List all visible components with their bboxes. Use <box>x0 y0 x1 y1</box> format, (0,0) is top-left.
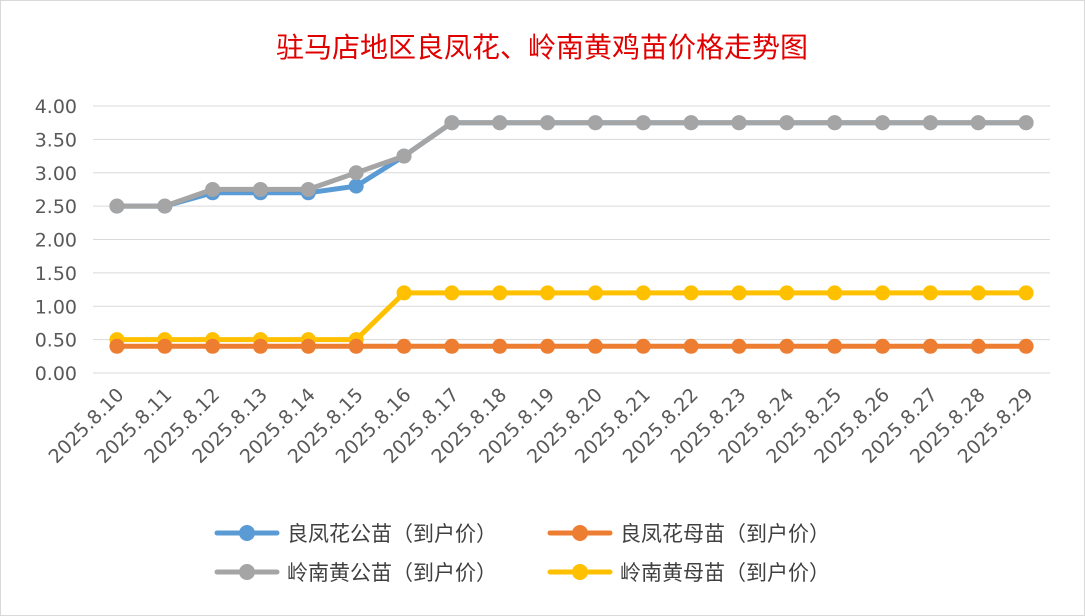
y-tick-label: 0.50 <box>35 330 77 352</box>
data-point <box>635 285 651 301</box>
data-point <box>731 285 747 301</box>
data-point <box>396 148 412 164</box>
data-point <box>922 285 938 301</box>
legend-item: 良凤花公苗（到户价） <box>214 522 497 546</box>
data-point <box>348 338 364 354</box>
data-point <box>683 338 699 354</box>
data-point <box>970 285 986 301</box>
y-tick-label: 0.00 <box>35 363 77 385</box>
y-tick-label: 3.50 <box>35 129 77 151</box>
data-point <box>492 285 508 301</box>
data-point <box>970 338 986 354</box>
y-tick-label: 2.00 <box>35 230 77 252</box>
data-point <box>300 338 316 354</box>
data-point <box>731 338 747 354</box>
data-point <box>252 338 268 354</box>
y-axis-ticks: 0.00 0.50 1.00 1.50 2.00 2.50 3.00 3.50 4.00 <box>35 96 77 385</box>
series-1 <box>109 115 1034 214</box>
data-point <box>252 181 268 197</box>
y-tick-label: 1.50 <box>35 263 77 285</box>
data-point <box>827 285 843 301</box>
data-point <box>396 338 412 354</box>
legend-label: 岭南黄母苗（到户价） <box>620 561 830 585</box>
data-point <box>875 285 891 301</box>
data-point <box>1018 285 1034 301</box>
data-point <box>635 115 651 131</box>
legend-swatch-marker <box>572 564 588 580</box>
data-point <box>587 338 603 354</box>
data-point <box>827 115 843 131</box>
data-point <box>779 338 795 354</box>
y-tick-label: 3.00 <box>35 163 77 185</box>
legend-label: 岭南黄公苗（到户价） <box>287 561 497 585</box>
legend-item: 良凤花母苗（到户价） <box>547 522 830 546</box>
legend-swatch-marker <box>239 564 255 580</box>
series-2 <box>109 338 1034 354</box>
data-point <box>109 198 125 214</box>
data-point <box>444 338 460 354</box>
legend-swatch-marker <box>572 525 588 541</box>
data-point <box>348 178 364 194</box>
data-point <box>922 115 938 131</box>
series-line <box>114 290 1029 343</box>
y-tick-label: 2.50 <box>35 196 77 218</box>
data-point <box>396 285 412 301</box>
legend-swatch-marker <box>239 525 255 541</box>
data-point <box>683 115 699 131</box>
y-tick-label: 1.00 <box>35 296 77 318</box>
data-point <box>922 338 938 354</box>
data-point <box>205 338 221 354</box>
data-point <box>779 285 795 301</box>
data-point <box>540 338 556 354</box>
data-point <box>875 115 891 131</box>
data-point <box>970 115 986 131</box>
data-point <box>492 115 508 131</box>
x-axis-ticks: 2025.8.102025.8.112025.8.122025.8.132025… <box>45 384 1038 468</box>
chart-title: 驻马店地区良凤花、岭南黄鸡苗价格走势图 <box>276 31 808 64</box>
data-point <box>157 338 173 354</box>
data-point <box>875 338 891 354</box>
data-point <box>444 285 460 301</box>
data-point <box>444 115 460 131</box>
data-point <box>779 115 795 131</box>
data-point <box>1018 115 1034 131</box>
data-point <box>1018 338 1034 354</box>
y-tick-label: 4.00 <box>35 96 77 118</box>
data-point <box>587 285 603 301</box>
series-3 <box>109 115 1034 214</box>
data-point <box>731 115 747 131</box>
data-point <box>827 338 843 354</box>
data-point <box>348 165 364 181</box>
legend-label: 良凤花公苗（到户价） <box>287 522 497 546</box>
data-point <box>540 115 556 131</box>
data-point <box>540 285 556 301</box>
legend-item: 岭南黄母苗（到户价） <box>547 561 830 585</box>
data-point <box>683 285 699 301</box>
data-point <box>157 198 173 214</box>
data-point <box>109 338 125 354</box>
data-point <box>205 181 221 197</box>
legend: 良凤花公苗（到户价） 良凤花母苗（到户价） 岭南黄公苗（到户价） 岭南黄母苗（到户价） <box>214 522 830 585</box>
series-layer <box>109 115 1034 354</box>
data-point <box>635 338 651 354</box>
legend-label: 良凤花母苗（到户价） <box>620 522 830 546</box>
data-point <box>300 181 316 197</box>
gridlines <box>93 105 1050 374</box>
data-point <box>587 115 603 131</box>
legend-item: 岭南黄公苗（到户价） <box>214 561 497 585</box>
series-4 <box>109 285 1034 348</box>
series-line <box>114 120 1029 209</box>
data-point <box>492 338 508 354</box>
